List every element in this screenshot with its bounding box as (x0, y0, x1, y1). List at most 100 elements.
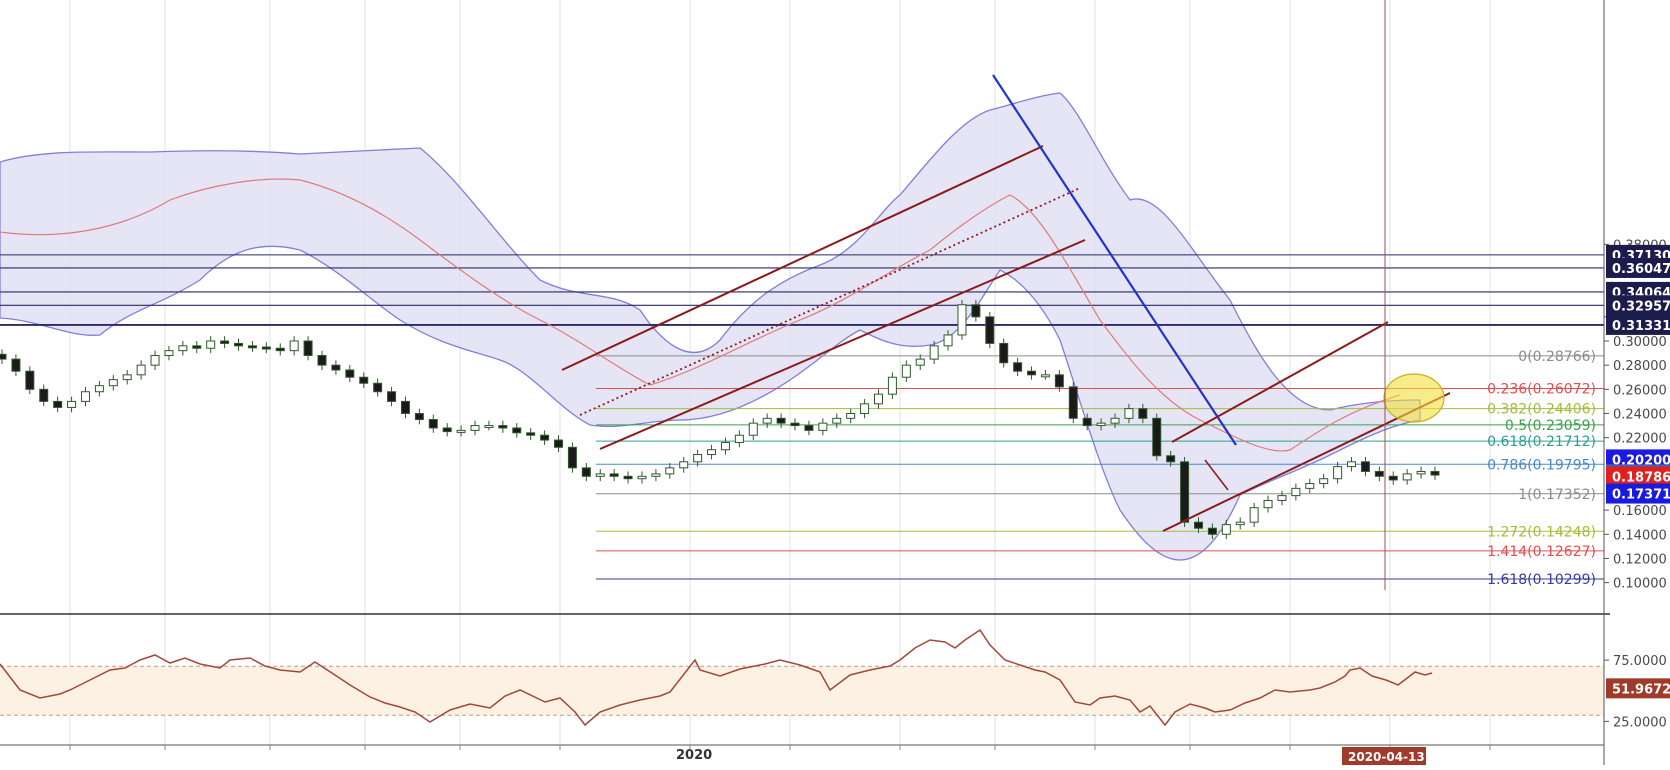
highlight-circle (1383, 373, 1445, 423)
candle-body (720, 441, 730, 451)
candle-body (943, 334, 953, 347)
candle-body (1221, 524, 1231, 535)
candle-body (1027, 370, 1037, 376)
price-label-box (1606, 295, 1670, 316)
candle (108, 374, 118, 391)
candle-body (1430, 470, 1440, 476)
candle (484, 420, 494, 431)
candle-body (595, 473, 605, 477)
candle (303, 336, 313, 361)
candle (804, 420, 814, 436)
candlesticks (0, 299, 1440, 540)
candle (679, 456, 689, 473)
candle-body (67, 400, 77, 408)
candle (498, 420, 508, 433)
candle (275, 343, 285, 356)
candle (971, 299, 981, 322)
candle (0, 349, 7, 364)
candle (317, 350, 327, 370)
rsi-line (0, 628, 1433, 727)
price-label-box (1606, 314, 1670, 335)
candle-body (498, 425, 508, 429)
price-label-box (1606, 257, 1670, 278)
candle (637, 471, 647, 484)
candle (1068, 382, 1078, 424)
candle (1166, 450, 1176, 467)
price-label: 0.36047 (1612, 262, 1670, 277)
candle (206, 336, 216, 354)
candle-body (442, 427, 452, 433)
fib-level-label: 1.618(0.10299) (1487, 572, 1596, 588)
candle-body (289, 340, 299, 352)
candle-body (609, 473, 619, 477)
candle-body (108, 379, 118, 387)
candle (901, 360, 911, 383)
candle (331, 360, 341, 375)
candle (1193, 517, 1203, 534)
candle (1402, 469, 1412, 485)
candle (289, 336, 299, 356)
candle-body (428, 419, 438, 429)
rsi-tick-label: 25.0000 (1613, 715, 1667, 730)
rising-channel-1 (561, 145, 1086, 450)
candle-body (957, 304, 967, 336)
price-label: 0.17371 (1612, 488, 1670, 503)
candle (985, 312, 995, 349)
candle (414, 408, 424, 425)
candle-body (122, 374, 132, 381)
candle-body (873, 393, 883, 405)
candle (150, 350, 160, 370)
candle-body (11, 358, 21, 372)
candle-body (1235, 521, 1245, 526)
candle-body (832, 417, 842, 424)
candle-body (1096, 422, 1106, 427)
candle-body (1388, 475, 1398, 481)
candle-body (345, 369, 355, 378)
candle-body (1124, 408, 1134, 419)
candle (39, 384, 49, 407)
fib-level-label: 1.272(0.14248) (1487, 524, 1596, 540)
candle (929, 341, 939, 364)
candle-body (1040, 374, 1050, 378)
horizontal-levels (0, 254, 1604, 326)
candle-body (317, 354, 327, 366)
candle-body (261, 346, 271, 350)
candle (873, 389, 883, 409)
candle-body (929, 345, 939, 360)
candle-body (581, 467, 591, 477)
candle-body (804, 425, 814, 431)
price-tick-label: 0.28000 (1613, 359, 1667, 374)
fib-level-label: 1(0.17352) (1518, 487, 1596, 503)
candle-body (387, 391, 397, 402)
candle (790, 418, 800, 431)
candle-body (484, 425, 494, 429)
candle (373, 378, 383, 397)
candle (428, 414, 438, 433)
candle-body (776, 417, 786, 424)
candle (25, 366, 35, 395)
candle-body (94, 385, 104, 393)
candle (1305, 478, 1315, 494)
candle-body (1291, 487, 1301, 497)
candle (192, 341, 202, 354)
price-tick-label: 0.16000 (1613, 504, 1667, 519)
candle-body (1347, 461, 1357, 468)
candle (456, 425, 466, 437)
candle (943, 330, 953, 351)
candle-body (1180, 461, 1190, 523)
price-axis-labels: 0.371300.360470.340640.329570.313310.202… (1606, 244, 1670, 504)
candle (1277, 490, 1287, 506)
candle-body (1152, 417, 1162, 457)
candle (1430, 466, 1440, 480)
candle-body (25, 370, 35, 390)
candle-body (846, 412, 856, 419)
candle (887, 372, 897, 399)
fib-level-label: 0.618(0.21712) (1487, 434, 1596, 450)
candle-body (762, 417, 772, 424)
candle-body (637, 475, 647, 480)
candle-body (1416, 470, 1426, 475)
candle (1221, 519, 1231, 540)
candle-body (303, 340, 313, 356)
candle (581, 463, 591, 482)
candle-body (275, 347, 285, 352)
